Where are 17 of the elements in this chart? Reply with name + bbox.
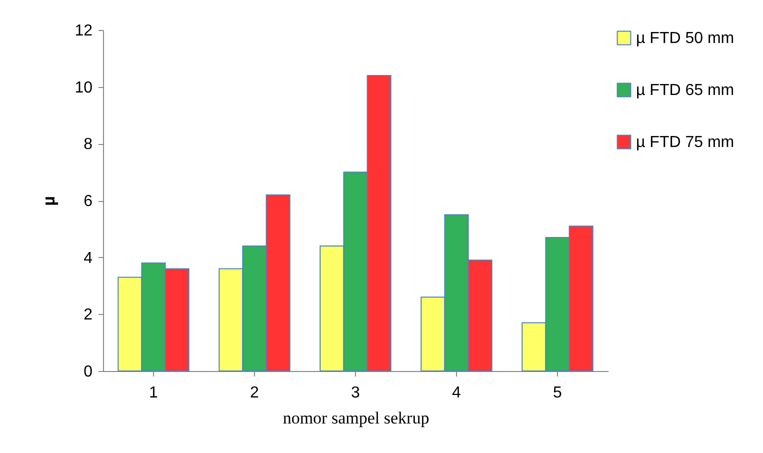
x-tick-label: 5 — [553, 384, 562, 402]
y-tick-label: 8 — [84, 136, 93, 154]
y-tick-label: 10 — [74, 79, 93, 96]
legend-label: µ FTD 75 mm — [636, 134, 734, 151]
y-axis-title: µ — [40, 196, 59, 206]
legend-label: µ FTD 50 mm — [636, 30, 734, 47]
x-tick-label: 1 — [149, 384, 158, 402]
y-tick-label: 2 — [84, 306, 93, 324]
legend-label: µ FTD 65 mm — [636, 82, 734, 99]
y-tick-label: 6 — [84, 193, 93, 210]
y-tick-label: 4 — [84, 250, 93, 267]
x-tick-label: 2 — [250, 384, 260, 402]
x-tick-label: 3 — [351, 384, 360, 402]
y-tick-label: 0 — [84, 364, 93, 380]
x-axis-title: nomor sampel sekrup — [282, 408, 430, 428]
y-tick-label: 12 — [74, 22, 93, 40]
x-tick-label: 4 — [452, 384, 462, 402]
